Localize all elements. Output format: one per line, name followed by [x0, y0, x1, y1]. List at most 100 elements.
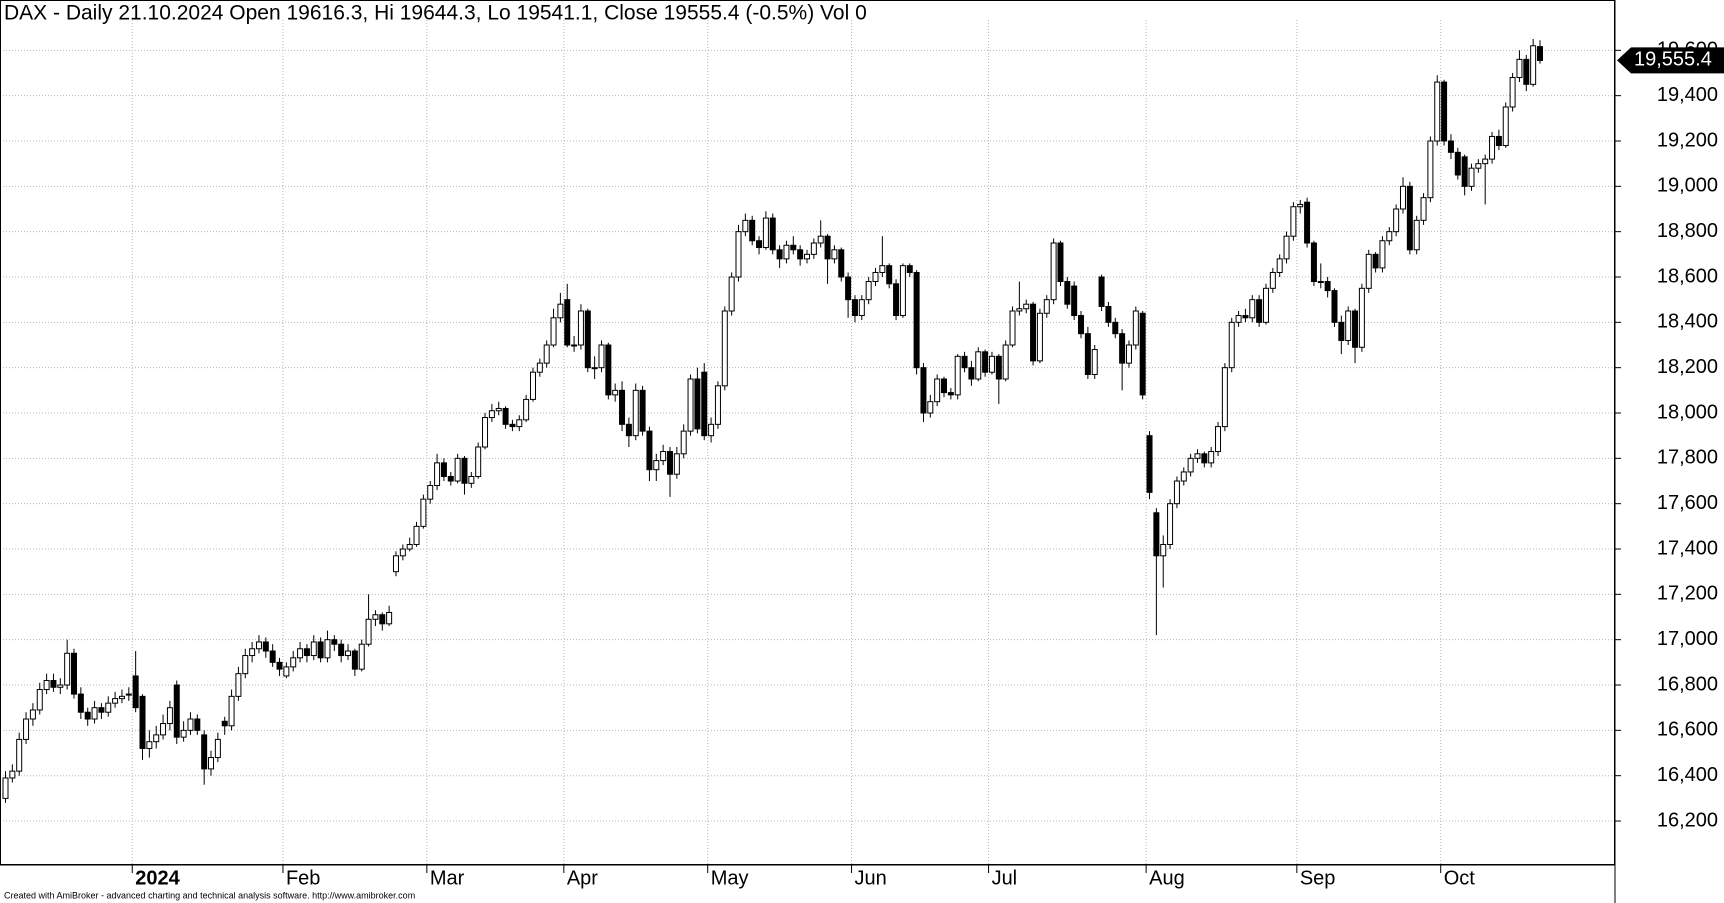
candle-body [920, 367, 927, 414]
candle-body [1331, 290, 1338, 323]
candle-body [1098, 276, 1105, 307]
candle-body [1269, 271, 1276, 289]
candle-body [242, 655, 249, 675]
x-tick-label: Mar [430, 867, 465, 889]
candle-body [1345, 310, 1352, 341]
candle-body [550, 317, 557, 346]
candle-body [488, 410, 495, 419]
candle-body [543, 344, 550, 364]
candle-body [1173, 480, 1180, 505]
candle-body [1372, 253, 1379, 269]
candle-body [954, 355, 961, 396]
candle-body [721, 310, 728, 387]
candle-body [208, 757, 215, 770]
candle-body [1454, 151, 1461, 176]
candle-body [1365, 253, 1372, 289]
candle-body [762, 217, 769, 249]
candle-body [454, 457, 461, 482]
candle-body [1132, 310, 1139, 346]
x-tick-label: Sep [1300, 867, 1336, 889]
candle-body [632, 389, 639, 437]
candle-body [797, 249, 804, 260]
x-tick-label: 2024 [135, 867, 180, 889]
candle-body [995, 355, 1002, 380]
candle-body [639, 389, 646, 432]
candle-body [502, 407, 509, 425]
candle-body [714, 385, 721, 425]
candle-body [317, 641, 324, 659]
candle-body [1297, 203, 1304, 208]
candle-body [50, 679, 57, 688]
y-tick-label: 17,400 [1657, 537, 1718, 559]
candle-body [105, 702, 112, 713]
candle-body [77, 693, 84, 713]
candle-body [1125, 344, 1132, 364]
y-tick-label: 18,400 [1657, 311, 1718, 333]
candle-body [988, 355, 995, 373]
candle-body [132, 675, 139, 709]
candle-body [1427, 140, 1434, 199]
y-tick-label: 17,200 [1657, 583, 1718, 605]
candle-body [509, 423, 516, 428]
candle-body [1441, 81, 1448, 142]
candle-body [1358, 287, 1365, 348]
candle-body [1290, 206, 1297, 237]
candle-body [1317, 281, 1324, 284]
candle-body [831, 249, 838, 260]
candle-body [98, 707, 105, 713]
candle-body [536, 362, 543, 373]
candle-body [495, 407, 502, 412]
candle-body [351, 650, 358, 670]
candle-body [9, 770, 16, 779]
candle-body [406, 543, 413, 550]
candle-body [776, 249, 783, 260]
candle-body [16, 738, 23, 772]
y-tick-label: 18,200 [1657, 356, 1718, 378]
candle-body [529, 371, 536, 400]
y-tick-label: 19,200 [1657, 129, 1718, 151]
candle-body [276, 661, 283, 670]
candle-body [660, 451, 667, 462]
candle-body [187, 718, 194, 731]
candle-body [1043, 299, 1050, 314]
candle-body [91, 707, 98, 720]
candle-body [906, 265, 913, 273]
candle-body [728, 276, 735, 312]
candle-body [297, 648, 304, 659]
candle-body [1002, 344, 1009, 380]
candle-body [735, 231, 742, 278]
candle-body [1276, 258, 1283, 273]
candle-body [1434, 81, 1441, 142]
candle-body [1537, 46, 1543, 61]
candle-body [1167, 503, 1174, 545]
candle-body [249, 648, 256, 657]
candle-body [1009, 310, 1016, 346]
candle-body [872, 271, 879, 283]
y-tick-label: 19,000 [1657, 175, 1718, 197]
candle-body [1262, 287, 1269, 323]
candle-body [865, 281, 872, 301]
candle-body [913, 271, 920, 369]
candle-body [1030, 303, 1037, 362]
candle-body [1071, 285, 1078, 317]
candle-body [571, 344, 578, 347]
candle-body [625, 423, 632, 437]
last-value-label: 19,555.4 [1634, 49, 1712, 71]
candle-body [666, 451, 673, 475]
candle-body [790, 244, 797, 251]
candle-body [139, 695, 146, 749]
candle-body [160, 723, 167, 736]
candle-body [1523, 58, 1530, 85]
candle-body [1447, 140, 1454, 153]
axis: 16,200 16,400 16,600 16,800 17,000 17,200 17,4… [131, 39, 1724, 889]
candle-body [1153, 512, 1160, 557]
candle-body [769, 217, 776, 251]
candle-body [1509, 77, 1516, 108]
y-tick-label: 19,400 [1657, 84, 1718, 106]
candle-body [1194, 453, 1201, 459]
candle-body [961, 355, 968, 369]
candle-body [1468, 167, 1475, 187]
candle-body [564, 299, 571, 346]
candle-body [1187, 457, 1194, 473]
